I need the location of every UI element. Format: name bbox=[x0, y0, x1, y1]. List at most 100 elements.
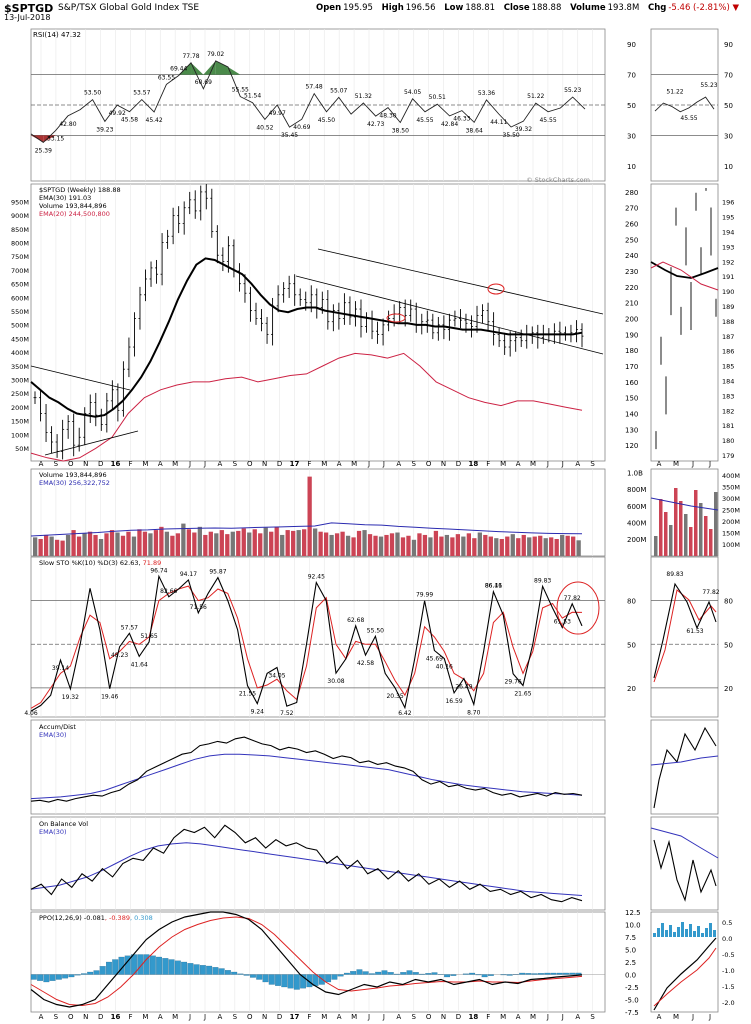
volume-inset-y-tick: 250M bbox=[722, 507, 740, 515]
x-tick-label: 17 bbox=[290, 460, 300, 468]
sto-annotation: 42.58 bbox=[357, 660, 374, 667]
volume-bar bbox=[554, 538, 559, 556]
volume-legend-entry: EMA(30) 256,322,752 bbox=[39, 479, 110, 487]
inset-ppo-histogram-bar bbox=[673, 932, 676, 937]
x-tick-label: J bbox=[382, 1013, 385, 1021]
price-y-tick: 120 bbox=[625, 442, 638, 450]
price-y-tick: 140 bbox=[625, 411, 638, 419]
inset-volume-bar bbox=[674, 488, 678, 556]
sto-annotation: 39.14 bbox=[52, 665, 69, 672]
volume-bar bbox=[109, 530, 115, 556]
x-tick-label: M bbox=[321, 460, 327, 468]
rsi-annotation: 49.97 bbox=[269, 110, 286, 117]
panel-frame-obv bbox=[30, 816, 606, 911]
sto-annotation: 34.05 bbox=[268, 672, 285, 679]
rsi-annotation: 51.22 bbox=[527, 93, 544, 100]
volume-overlay-y-tick: 50M bbox=[15, 445, 29, 453]
volume-overlay-y-tick: 250M bbox=[11, 390, 29, 398]
x-tick-label: A bbox=[396, 460, 401, 468]
x-tick-label: A bbox=[337, 460, 342, 468]
ppo-y-tick: 12.5 bbox=[625, 909, 641, 917]
ppo-histogram-bar bbox=[49, 974, 56, 981]
ppo-histogram-bar bbox=[569, 972, 576, 975]
volume-bar bbox=[395, 532, 400, 556]
ppo-histogram-bar bbox=[149, 955, 156, 975]
ppo-histogram-bar bbox=[212, 967, 219, 975]
ema30-line bbox=[30, 257, 583, 418]
volume-bar bbox=[148, 533, 153, 556]
sto-annotation: 19.46 bbox=[101, 694, 118, 701]
trendline-lower-2015 bbox=[44, 430, 139, 456]
sto-inset-y-tick: 20 bbox=[724, 685, 733, 693]
volume-bar bbox=[527, 537, 532, 556]
volume-bar bbox=[60, 540, 65, 556]
ppo-histogram-bar bbox=[293, 974, 300, 990]
sto-annotation: 61.53 bbox=[554, 619, 571, 626]
sto-d-line bbox=[30, 585, 583, 709]
volume-bar bbox=[296, 530, 301, 556]
ppo-inset-y-tick: -1.5 bbox=[722, 983, 735, 991]
ppo-histogram-bar bbox=[99, 966, 106, 975]
x-tick-label: S bbox=[233, 1013, 238, 1021]
sto-y-tick: 20 bbox=[627, 685, 636, 693]
inset-volume-bar bbox=[679, 501, 683, 556]
x-tick-label: S bbox=[590, 1013, 595, 1021]
panel-frame-acc bbox=[30, 719, 606, 815]
volume-bar bbox=[175, 533, 181, 556]
volume-bar bbox=[252, 529, 257, 556]
volume-value: 193.8M bbox=[607, 3, 640, 13]
price-y-tick: 130 bbox=[625, 426, 638, 434]
volume-y-tick: 600M bbox=[627, 503, 646, 511]
rsi-annotation: 42.73 bbox=[367, 121, 384, 128]
x-tick-label: A bbox=[218, 460, 223, 468]
sto-annotation: 77.82 bbox=[564, 595, 581, 602]
x-tick-label: D bbox=[98, 1013, 103, 1021]
volume-ema30-line bbox=[30, 522, 583, 537]
rsi-annotation: 42.84 bbox=[441, 121, 458, 128]
low-label: Low bbox=[444, 3, 464, 13]
ppo-inset-y-tick: -1.0 bbox=[722, 967, 735, 975]
volume-y-tick: 400M bbox=[627, 519, 646, 527]
price-y-tick: 160 bbox=[625, 379, 638, 387]
volume-bar bbox=[417, 533, 422, 556]
low-value: 188.81 bbox=[465, 3, 496, 13]
sto-annotation: 19.32 bbox=[62, 694, 79, 701]
price-inset-y-tick: 181 bbox=[722, 422, 734, 430]
volume-bar bbox=[197, 526, 202, 556]
x-tick-label: A bbox=[39, 460, 44, 468]
volume-overlay-y-tick: 350M bbox=[11, 363, 29, 371]
volume-bar bbox=[571, 536, 576, 556]
volume-bar bbox=[477, 532, 482, 556]
chg-value: -5.46 (-2.81%) bbox=[668, 3, 730, 13]
ppo-histogram-bar bbox=[306, 974, 313, 988]
rsi-annotation: 55.55 bbox=[232, 87, 249, 94]
ppo-histogram-bar bbox=[268, 974, 275, 985]
ppo-histogram-bar bbox=[187, 963, 194, 975]
x-tick-label: N bbox=[262, 1013, 267, 1021]
volume-bar bbox=[219, 530, 224, 556]
rsi-annotation: 45.55 bbox=[539, 117, 556, 124]
volume-bar bbox=[203, 534, 208, 556]
rsi-annotation: 53.36 bbox=[478, 90, 495, 97]
inset-ema20-line bbox=[650, 261, 719, 291]
volume-bar bbox=[225, 534, 230, 556]
ppo-y-tick: 2.5 bbox=[625, 959, 636, 967]
ppo-histogram-bar bbox=[381, 970, 388, 975]
volume-bar bbox=[164, 531, 170, 556]
rsi-annotation: 45.58 bbox=[121, 117, 138, 124]
price-y-tick: 270 bbox=[625, 205, 638, 213]
ppo-histogram-bar bbox=[74, 974, 81, 976]
x-tick-label: D bbox=[277, 1013, 282, 1021]
price-inset-y-tick: 185 bbox=[722, 363, 734, 371]
close-value: 188.88 bbox=[531, 3, 562, 13]
x-tick-label: O bbox=[68, 460, 74, 468]
ppo-histogram-bar bbox=[387, 972, 394, 975]
ppo-histogram-bar bbox=[55, 974, 62, 980]
inset-x-tick-label: J bbox=[691, 460, 694, 468]
inset-volume-bar bbox=[684, 514, 688, 556]
x-tick-label: A bbox=[575, 460, 580, 468]
sto-annotation: 20.35 bbox=[386, 693, 403, 700]
rsi-inset-annotation: 51.22 bbox=[666, 88, 683, 95]
rsi-inset-annotation: 55.23 bbox=[700, 82, 717, 89]
price-y-tick: 230 bbox=[625, 268, 638, 276]
